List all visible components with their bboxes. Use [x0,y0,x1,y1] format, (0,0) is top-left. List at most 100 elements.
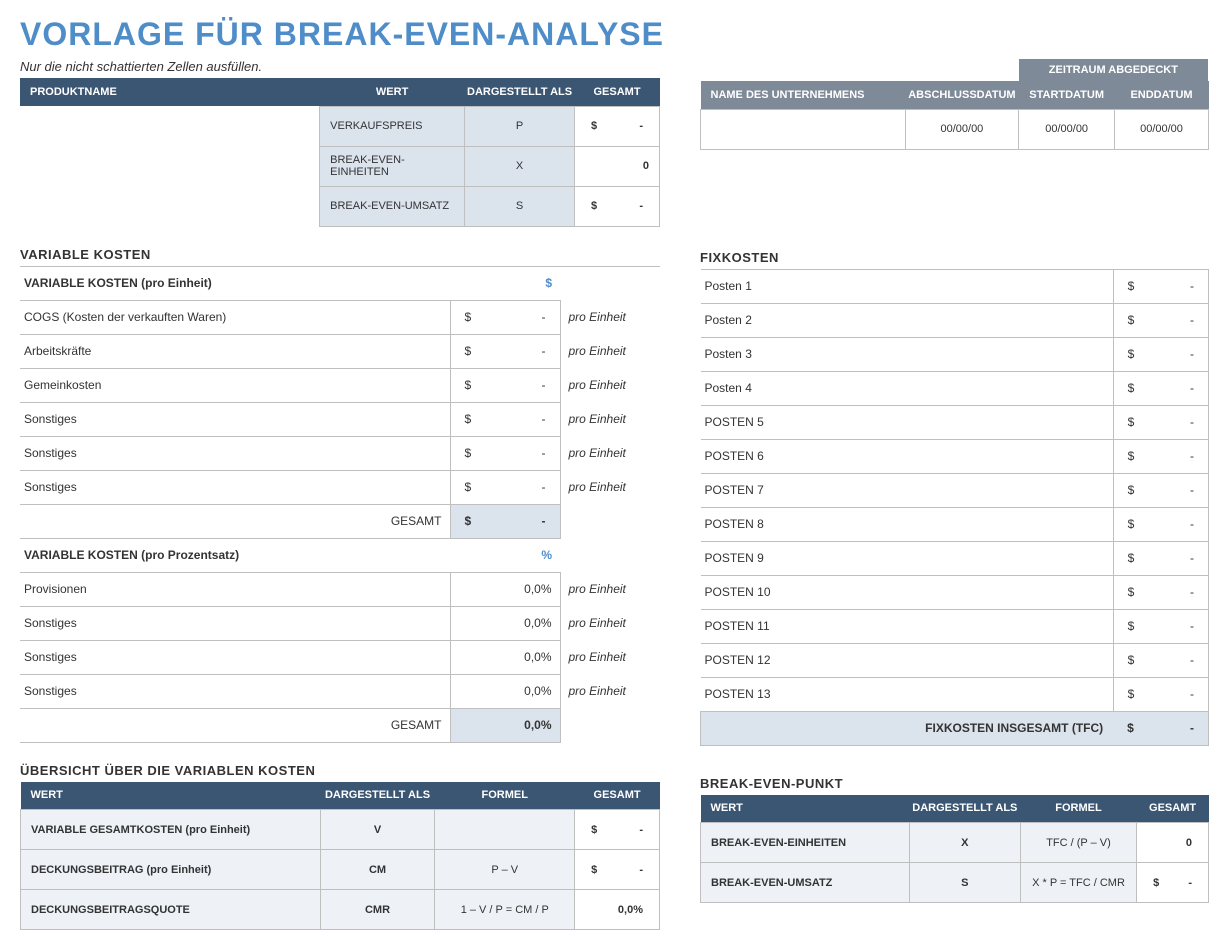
fix-label[interactable]: POSTEN 10 [701,575,1114,609]
ov-formel [435,810,575,850]
per-unit-header: VARIABLE KOSTEN (pro Einheit) [20,266,450,300]
fix-value[interactable]: $- [1113,405,1208,439]
product-name-input[interactable] [20,106,320,146]
fix-label[interactable]: POSTEN 12 [701,643,1114,677]
ov-rep: CMR [320,890,435,930]
var-unit-label[interactable]: Sonstiges [20,402,450,436]
ov-wert: VARIABLE GESAMTKOSTEN (pro Einheit) [21,810,321,850]
unit-label: pro Einheit [560,402,660,436]
fix-total: $- [1113,711,1208,745]
col-wert: WERT [21,782,321,810]
end-date[interactable]: 00/00/00 [1115,109,1209,149]
subtitle: Nur die nicht schattierten Zellen ausfül… [20,59,660,74]
bep-rep: X [909,823,1020,863]
fix-value[interactable]: $- [1113,269,1208,303]
unit-label: pro Einheit [560,606,660,640]
col-wert: WERT [701,795,910,823]
fix-value[interactable]: $- [1113,473,1208,507]
var-pct-value[interactable]: 0,0% [450,674,560,708]
summary-table: PRODUKTNAME WERT DARGESTELLT ALS GESAMT … [20,78,660,227]
unit-label: pro Einheit [560,640,660,674]
close-date[interactable]: 00/00/00 [905,109,1019,149]
fix-label[interactable]: POSTEN 13 [701,677,1114,711]
fix-label[interactable]: POSTEN 5 [701,405,1114,439]
col-rep: DARGESTELLT ALS [465,78,575,106]
ov-total: $- [575,850,660,890]
var-unit-label[interactable]: COGS (Kosten der verkauften Waren) [20,300,450,334]
fix-label[interactable]: Posten 2 [701,303,1114,337]
col-wert: WERT [320,78,465,106]
fix-value[interactable]: $- [1113,575,1208,609]
var-pct-label[interactable]: Sonstiges [20,606,450,640]
col-rep: DARGESTELLT ALS [909,795,1020,823]
section-overview: ÜBERSICHT ÜBER DIE VARIABLEN KOSTEN [20,763,660,778]
var-pct-label[interactable]: Sonstiges [20,674,450,708]
fix-label[interactable]: Posten 3 [701,337,1114,371]
fix-value[interactable]: $- [1113,371,1208,405]
total-label: GESAMT [20,504,450,538]
total-cell: 0 [575,146,660,186]
var-pct-label[interactable]: Sonstiges [20,640,450,674]
var-unit-value[interactable]: $- [450,300,560,334]
var-unit-label[interactable]: Sonstiges [20,436,450,470]
var-unit-value[interactable]: $- [450,402,560,436]
var-pct-label[interactable]: Provisionen [20,572,450,606]
fix-value[interactable]: $- [1113,541,1208,575]
ov-formel: P – V [435,850,575,890]
var-pct-value[interactable]: 0,0% [450,572,560,606]
fix-label[interactable]: POSTEN 8 [701,507,1114,541]
rep-cell: X [465,146,575,186]
var-unit-value[interactable]: $- [450,436,560,470]
ov-wert: DECKUNGSBEITRAGSQUOTE [21,890,321,930]
fix-cost-table: Posten 1$-Posten 2$-Posten 3$-Posten 4$-… [700,269,1209,746]
fix-value[interactable]: $- [1113,507,1208,541]
var-unit-value[interactable]: $- [450,368,560,402]
unit-label: pro Einheit [560,572,660,606]
fix-value[interactable]: $- [1113,643,1208,677]
ov-formel: 1 – V / P = CM / P [435,890,575,930]
unit-label: pro Einheit [560,334,660,368]
wert-cell: VERKAUFSPREIS [320,106,465,146]
var-unit-label[interactable]: Gemeinkosten [20,368,450,402]
fix-value[interactable]: $- [1113,609,1208,643]
fix-value[interactable]: $- [1113,677,1208,711]
col-close: ABSCHLUSSDATUM [905,81,1019,109]
fix-label[interactable]: POSTEN 7 [701,473,1114,507]
var-pct-value[interactable]: 0,0% [450,606,560,640]
fix-value[interactable]: $- [1113,337,1208,371]
fix-label[interactable]: POSTEN 6 [701,439,1114,473]
page-title: VORLAGE FÜR BREAK-EVEN-ANALYSE [20,16,1209,53]
fix-value[interactable]: $- [1113,439,1208,473]
fix-label[interactable]: Posten 1 [701,269,1114,303]
ov-total: $- [575,810,660,850]
col-product: PRODUKTNAME [20,78,320,106]
bep-rep: S [909,863,1020,903]
col-company: NAME DES UNTERNEHMENS [701,81,906,109]
rep-cell: S [465,186,575,226]
period-header: ZEITRAUM ABGEDECKT [1019,59,1209,81]
var-cost-per-unit-table: VARIABLE KOSTEN (pro Einheit) $ COGS (Ko… [20,266,660,743]
var-pct-value[interactable]: 0,0% [450,640,560,674]
ov-total: 0,0% [575,890,660,930]
percent-symbol: % [450,538,560,572]
var-unit-value[interactable]: $- [450,334,560,368]
fix-label[interactable]: POSTEN 9 [701,541,1114,575]
var-unit-value[interactable]: $- [450,470,560,504]
bep-total: $- [1137,863,1209,903]
bep-wert: BREAK-EVEN-UMSATZ [701,863,910,903]
col-total: GESAMT [1137,795,1209,823]
per-unit-total: $- [450,504,560,538]
ov-rep: CM [320,850,435,890]
fix-value[interactable]: $- [1113,303,1208,337]
var-unit-label[interactable]: Sonstiges [20,470,450,504]
col-total: GESAMT [575,78,660,106]
start-date[interactable]: 00/00/00 [1019,109,1115,149]
total-cell: $- [575,186,660,226]
col-formel: FORMEL [1020,795,1136,823]
company-input[interactable] [701,109,906,149]
per-pct-header: VARIABLE KOSTEN (pro Prozentsatz) [20,538,450,572]
fix-label[interactable]: POSTEN 11 [701,609,1114,643]
fix-label[interactable]: Posten 4 [701,371,1114,405]
var-unit-label[interactable]: Arbeitskräfte [20,334,450,368]
ov-wert: DECKUNGSBEITRAG (pro Einheit) [21,850,321,890]
